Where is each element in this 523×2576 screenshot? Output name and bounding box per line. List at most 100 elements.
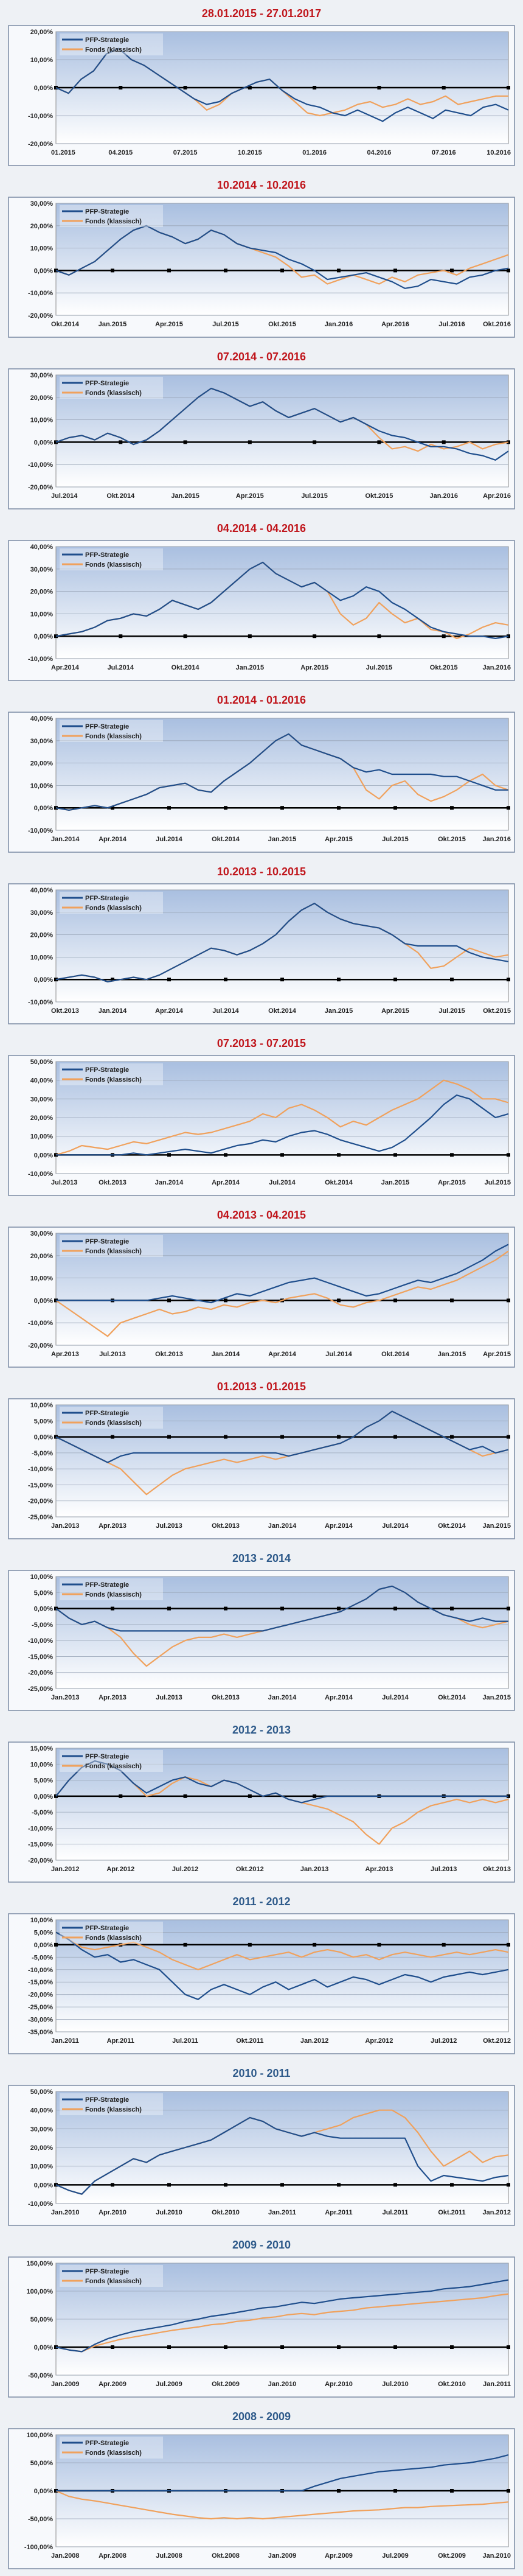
zero-line-marker xyxy=(377,86,381,89)
x-tick-label: Jan.2015 xyxy=(325,1007,353,1015)
legend-label-pfp: PFP-Strategie xyxy=(85,37,129,44)
series-line-fonds xyxy=(55,2293,509,2353)
x-tick-label: Jul.2013 xyxy=(156,1522,182,1530)
plot-area xyxy=(55,1919,509,2032)
y-tick-label: -15,00% xyxy=(28,1653,53,1661)
legend-label-pfp: PFP-Strategie xyxy=(85,551,129,559)
y-tick-label: -15,00% xyxy=(28,1841,53,1849)
zero-line-marker xyxy=(393,2183,397,2187)
legend-label-pfp: PFP-Strategie xyxy=(85,895,129,902)
chart-svg: 50,00% 40,00% 30,00% 20,00% 10,00% 0,00% -10,0… xyxy=(8,2085,515,2226)
chart-panel: 04.2014 - 04.2016 40,00% 30,00% 20,00% 10,00… xyxy=(0,515,523,687)
x-tick-label: Okt.2014 xyxy=(51,321,80,328)
zero-line-marker xyxy=(337,806,341,810)
legend-box xyxy=(60,1922,163,1944)
zero-line-marker xyxy=(442,1942,446,1947)
y-tick-label: 10,00% xyxy=(30,2163,54,2171)
zero-line-marker xyxy=(393,978,397,982)
chart-svg: 30,00% 20,00% 10,00% 0,00% -10,00% -20,00% Apr… xyxy=(8,1227,515,1368)
legend: PFP-Strategie Fonds (klassisch) xyxy=(60,548,163,570)
series-line-pfp xyxy=(56,2454,509,2492)
y-tick-label: 50,00% xyxy=(30,2088,54,2096)
x-tick-label: Jan.2011 xyxy=(268,2209,296,2216)
y-tick-label: -5,00% xyxy=(32,1809,53,1816)
zero-line-marker xyxy=(450,1153,454,1157)
y-tick-label: -10,00% xyxy=(28,1825,53,1832)
x-tick-label: Jan.2015 xyxy=(438,1351,466,1358)
zero-line-marker xyxy=(450,1298,454,1303)
chart-title: 10.2014 - 10.2016 xyxy=(216,179,307,191)
y-tick-label: -10,00% xyxy=(28,827,53,835)
y-tick-label: -20,00% xyxy=(28,484,53,491)
y-tick-label: 100,00% xyxy=(27,2432,54,2439)
zero-line-marker xyxy=(337,2345,341,2349)
x-tick-label: Jan.2008 xyxy=(51,2552,79,2560)
x-tick-label: Jan.2010 xyxy=(268,2381,296,2388)
x-tick-label: Okt.2010 xyxy=(438,2381,466,2388)
series-line-pfp xyxy=(55,1931,509,2000)
x-tick-label: Okt.2016 xyxy=(483,321,511,328)
chart-panel: 2011 - 2012 10,00% 5,00% 0,00% -5,00% -10,00%… xyxy=(0,1888,523,2060)
x-tick-label: Jul.2013 xyxy=(156,1694,182,1701)
y-tick-label: 50,00% xyxy=(30,2316,54,2323)
legend-label-fonds: Fonds (klassisch) xyxy=(85,46,142,54)
legend-label-fonds: Fonds (klassisch) xyxy=(85,1763,142,1770)
x-tick-label: Apr.2015 xyxy=(236,492,264,500)
zero-line-marker xyxy=(507,1606,510,1611)
y-tick-label: -10,00% xyxy=(28,1466,53,1473)
zero-line-marker xyxy=(119,86,123,89)
y-tick-label: -20,00% xyxy=(28,1670,53,1677)
plot-area xyxy=(55,203,509,316)
chart-panel: 10.2014 - 10.2016 30,00% 20,00% 10,00% 0,00%… xyxy=(0,172,523,343)
legend-label-fonds: Fonds (klassisch) xyxy=(85,1076,142,1083)
zero-line-marker xyxy=(280,1153,284,1157)
x-tick-label: Jan.2010 xyxy=(51,2209,79,2216)
y-tick-label: 20,00% xyxy=(30,589,54,596)
y-tick-label: 0,00% xyxy=(34,633,53,640)
legend-label-pfp: PFP-Strategie xyxy=(85,380,129,387)
zero-line-marker xyxy=(393,1153,397,1157)
y-tick-label: 10,00% xyxy=(30,1402,54,1409)
zero-line-marker xyxy=(337,1298,341,1303)
plot-area xyxy=(55,546,509,659)
x-tick-label: Jul.2014 xyxy=(212,1007,239,1015)
legend-label-pfp: PFP-Strategie xyxy=(85,1238,129,1245)
zero-line-marker xyxy=(377,634,381,639)
zero-line-marker xyxy=(54,440,58,444)
x-tick-label: Jan.2012 xyxy=(483,2209,511,2216)
x-tick-label: Apr.2013 xyxy=(51,1351,79,1358)
x-tick-label: Jan.2015 xyxy=(268,836,296,843)
x-tick-label: Jan.2009 xyxy=(268,2552,296,2560)
x-tick-label: Okt.2009 xyxy=(438,2552,466,2560)
zero-line-marker xyxy=(111,2345,114,2349)
legend-label-pfp: PFP-Strategie xyxy=(85,1410,129,1417)
x-tick-label: Okt.2014 xyxy=(438,1522,466,1530)
legend-box xyxy=(60,2265,163,2287)
x-tick-label: Apr.2014 xyxy=(325,1694,353,1701)
x-tick-label: Jul.2012 xyxy=(431,2037,457,2045)
zero-line-marker xyxy=(183,1794,187,1798)
x-tick-label: Okt.2014 xyxy=(212,836,240,843)
y-tick-label: 30,00% xyxy=(30,909,54,917)
y-tick-label: 30,00% xyxy=(30,1230,54,1237)
zero-line-marker xyxy=(313,86,317,89)
x-tick-label: Okt.2014 xyxy=(381,1351,410,1358)
x-tick-label: Jan.2012 xyxy=(300,2037,328,2045)
zero-line-marker xyxy=(54,268,58,273)
chart-panel: 10.2013 - 10.2015 40,00% 30,00% 20,00% 10,00… xyxy=(0,858,523,1030)
zero-line-marker xyxy=(337,1153,341,1157)
x-tick-label: Jan.2015 xyxy=(381,1179,409,1186)
y-tick-label: 10,00% xyxy=(30,1573,54,1581)
y-tick-label: 0,00% xyxy=(34,2182,53,2189)
legend-box xyxy=(60,2437,163,2459)
x-tick-label: Okt.2013 xyxy=(212,1694,240,1701)
legend-box xyxy=(60,1407,163,1429)
x-tick-label: Jan.2016 xyxy=(483,836,511,843)
y-tick-label: 20,00% xyxy=(30,1253,54,1260)
chart-svg: 20,00% 10,00% 0,00% -10,00% -20,00%01.2015 04… xyxy=(8,25,515,166)
x-tick-label: Jul.2016 xyxy=(438,321,465,328)
zero-line-marker xyxy=(393,2489,397,2493)
y-tick-label: 50,00% xyxy=(30,2460,54,2467)
zero-line-marker xyxy=(280,1606,284,1611)
x-tick-label: Apr.2014 xyxy=(212,1179,240,1186)
